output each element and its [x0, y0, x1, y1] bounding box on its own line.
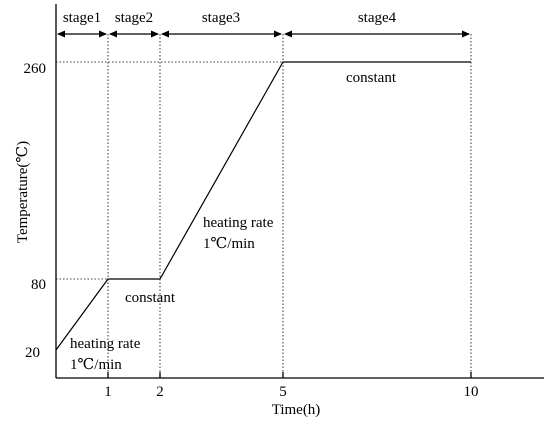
y-tick-label-260: 260 — [24, 61, 47, 77]
stage3-label: stage3 — [202, 10, 240, 26]
x-tick-label-10: 10 — [464, 384, 479, 400]
stage4-label: stage4 — [358, 10, 397, 26]
y-tick-label-20: 20 — [25, 345, 40, 361]
x-tick-label-2: 2 — [156, 384, 164, 400]
annotation-stage4: constant — [346, 70, 397, 86]
stage2-label: stage2 — [115, 10, 153, 26]
annotation-stage3-line1: heating rate — [203, 215, 274, 231]
annotation-stage1-line1: heating rate — [70, 336, 141, 352]
y-tick-label-80: 80 — [31, 277, 46, 293]
annotation-stage2: constant — [125, 290, 176, 306]
y-axis-title: Temperature(℃) — [15, 141, 31, 243]
temperature-profile-line — [55, 61, 471, 351]
x-tick-label-1: 1 — [104, 384, 112, 400]
stage1-label: stage1 — [63, 10, 101, 26]
x-axis-title: Time(h) — [272, 402, 321, 418]
annotation-stage1-line2: 1℃/min — [70, 357, 122, 373]
annotation-stage3-line2: 1℃/min — [203, 236, 255, 252]
x-tick-label-5: 5 — [279, 384, 287, 400]
